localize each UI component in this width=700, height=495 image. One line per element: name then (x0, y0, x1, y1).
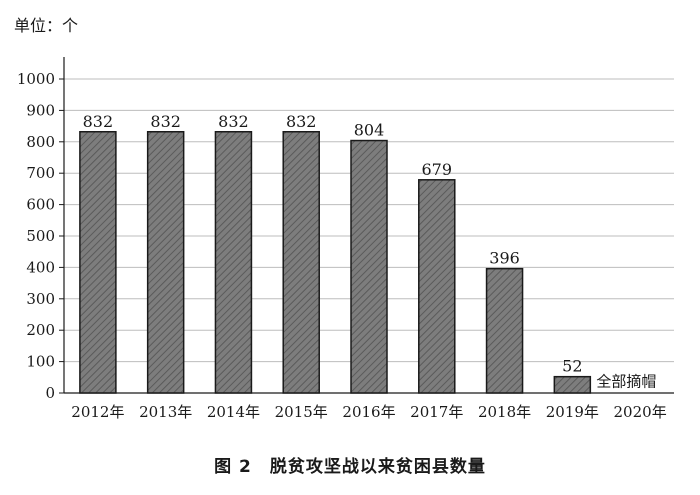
x-tick-label: 2017年 (410, 403, 463, 421)
y-tick-label: 300 (26, 290, 55, 308)
bar (146, 131, 185, 394)
x-tick-label: 2019年 (546, 403, 599, 421)
y-tick-label: 600 (26, 196, 55, 214)
chart-caption: 图 2 脱贫攻坚战以来贫困县数量 (214, 457, 486, 477)
data-label: 832 (150, 112, 181, 131)
bar (418, 179, 456, 394)
y-tick-label: 400 (26, 258, 55, 276)
data-label: 832 (83, 112, 114, 131)
data-label: 679 (422, 160, 453, 179)
data-label: 396 (489, 249, 520, 268)
data-label: 832 (218, 112, 249, 131)
bar (214, 131, 253, 394)
annotation-label: 全部摘帽 (596, 373, 656, 391)
y-tick-label: 1000 (17, 70, 55, 88)
y-tick-label: 200 (26, 321, 55, 339)
labels: 0 100 200 300 400 500 600 700 800 900 1000 832 2012年… (17, 70, 667, 421)
bar (282, 131, 320, 394)
bar (485, 267, 524, 394)
bar (553, 375, 592, 394)
y-tick-label: 900 (26, 101, 55, 119)
data-label: 804 (354, 121, 385, 140)
x-tick-label: 2018年 (478, 403, 531, 421)
bar (79, 131, 117, 394)
bars (79, 131, 592, 394)
y-tick-label: 700 (26, 164, 55, 182)
x-tick-label: 2013年 (139, 403, 192, 421)
y-tick-label: 800 (26, 133, 55, 151)
y-tick-label: 100 (26, 353, 55, 371)
bar (350, 139, 388, 394)
x-tick-label: 2012年 (71, 403, 124, 421)
data-label: 52 (562, 357, 582, 376)
x-tick-label: 2015年 (275, 403, 328, 421)
data-label: 832 (286, 112, 317, 131)
y-tick-label: 0 (45, 384, 55, 402)
x-tick-label: 2014年 (207, 403, 260, 421)
x-tick-label: 2016年 (342, 403, 395, 421)
y-tick-label: 500 (26, 227, 55, 245)
unit-label: 单位：个 (14, 16, 79, 35)
x-tick-label: 2020年 (614, 403, 667, 421)
